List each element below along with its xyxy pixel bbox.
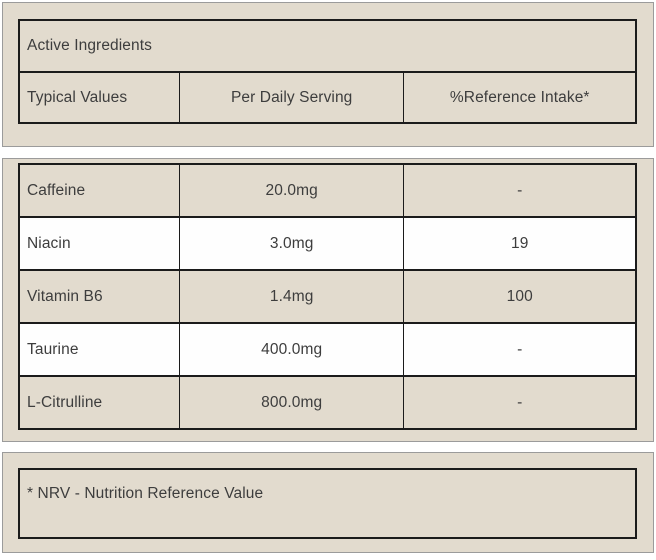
table-title-row: Active Ingredients <box>18 19 637 73</box>
column-header-typical-values: Typical Values <box>18 71 180 124</box>
reference-intake-cell: - <box>403 163 637 218</box>
header-panel: Active Ingredients Typical Values Per Da… <box>2 2 654 147</box>
ingredient-name-cell: Niacin <box>18 216 180 271</box>
column-header-row: Typical Values Per Daily Serving %Refere… <box>18 71 637 124</box>
ingredients-panel: Caffeine 20.0mg - Niacin 3.0mg 19 Vitami… <box>2 158 654 442</box>
ingredient-name-cell: Caffeine <box>18 163 180 218</box>
per-serving-cell: 3.0mg <box>178 216 405 271</box>
reference-intake-cell: 19 <box>403 216 637 271</box>
header-table: Active Ingredients Typical Values Per Da… <box>18 19 637 124</box>
table-row: Vitamin B6 1.4mg 100 <box>18 269 637 324</box>
column-header-per-daily-serving: Per Daily Serving <box>178 71 405 124</box>
reference-intake-cell: - <box>403 322 637 377</box>
table-row: Niacin 3.0mg 19 <box>18 216 637 271</box>
reference-intake-cell: 100 <box>403 269 637 324</box>
table-title: Active Ingredients <box>18 19 637 73</box>
column-header-reference-intake: %Reference Intake* <box>403 71 637 124</box>
per-serving-cell: 800.0mg <box>178 375 405 430</box>
ingredients-table: Caffeine 20.0mg - Niacin 3.0mg 19 Vitami… <box>18 163 637 430</box>
table-row: Caffeine 20.0mg - <box>18 163 637 218</box>
per-serving-cell: 400.0mg <box>178 322 405 377</box>
per-serving-cell: 1.4mg <box>178 269 405 324</box>
ingredient-name-cell: Vitamin B6 <box>18 269 180 324</box>
per-serving-cell: 20.0mg <box>178 163 405 218</box>
table-row: Taurine 400.0mg - <box>18 322 637 377</box>
nrv-footnote: * NRV - Nutrition Reference Value <box>18 468 637 539</box>
footnote-panel: * NRV - Nutrition Reference Value <box>2 452 654 553</box>
reference-intake-cell: - <box>403 375 637 430</box>
ingredient-name-cell: Taurine <box>18 322 180 377</box>
ingredient-name-cell: L-Citrulline <box>18 375 180 430</box>
table-row: L-Citrulline 800.0mg - <box>18 375 637 430</box>
